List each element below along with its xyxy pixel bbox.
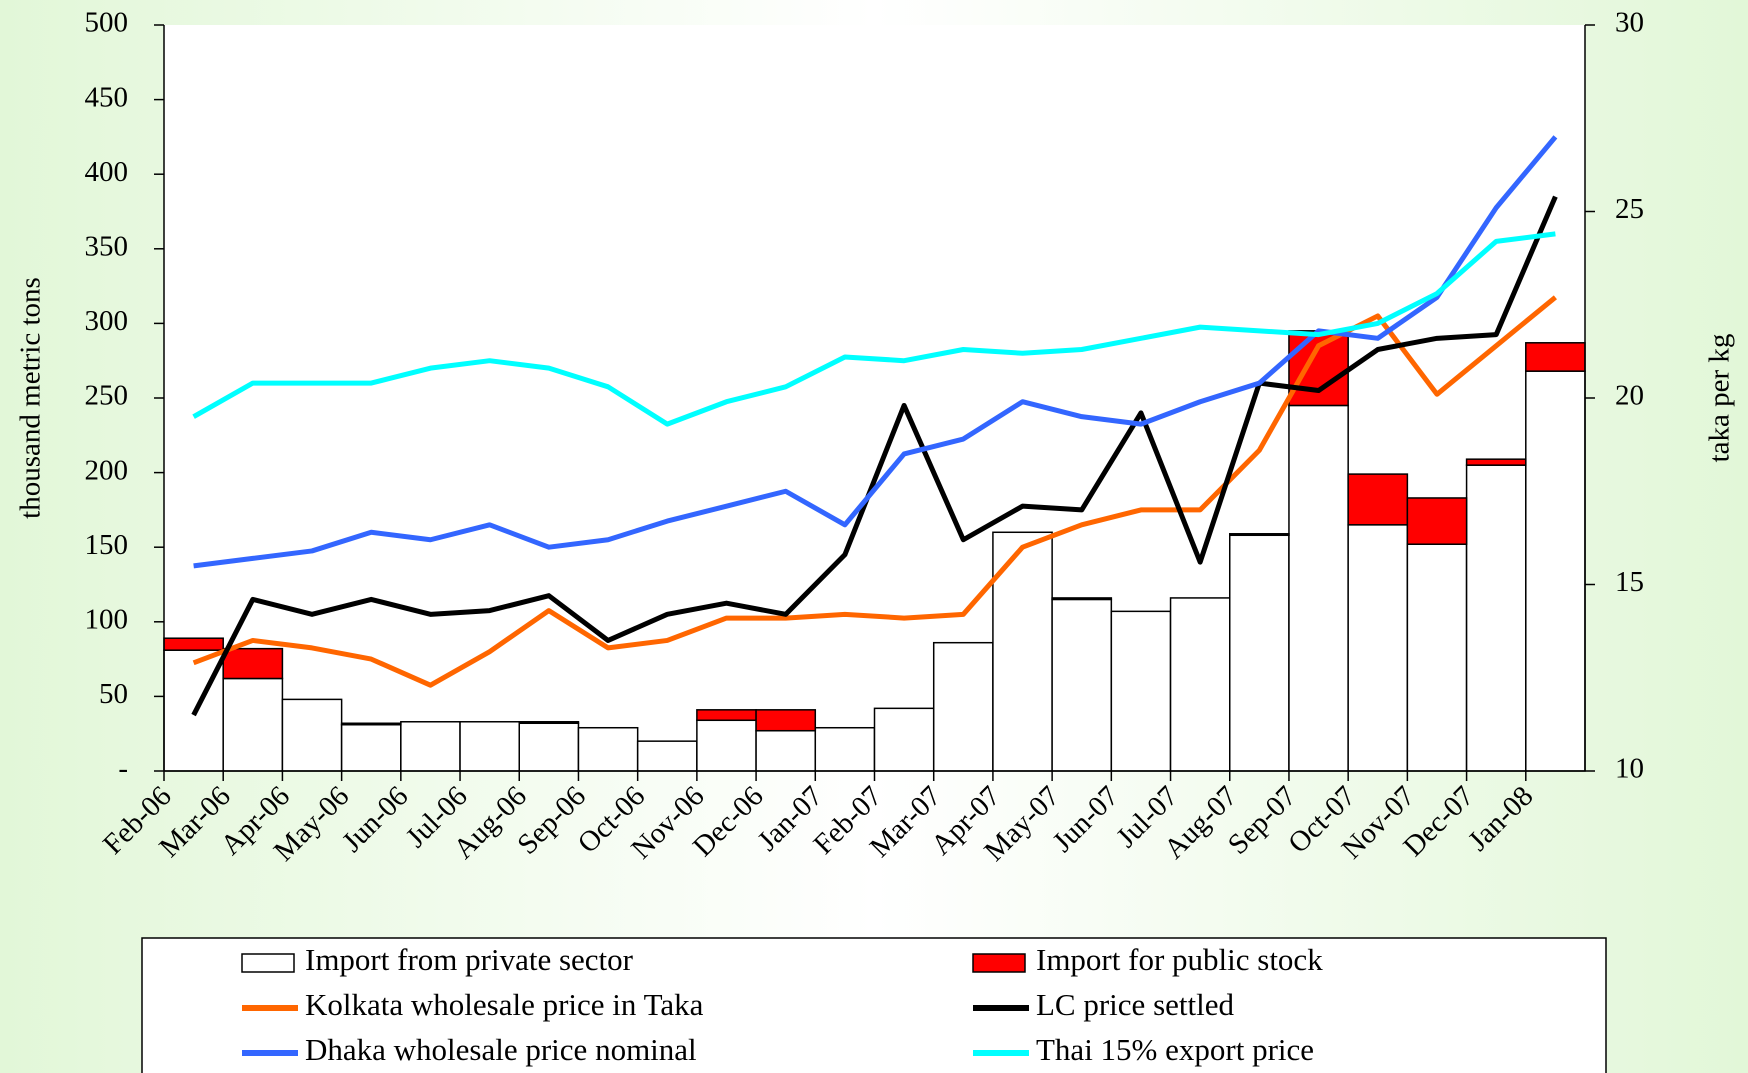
bar bbox=[1229, 534, 1290, 772]
bar bbox=[281, 698, 343, 772]
bar bbox=[340, 722, 402, 726]
y-tick-label: 150 bbox=[85, 529, 129, 561]
y-tick-label: 450 bbox=[85, 81, 129, 113]
y-tick-label: 400 bbox=[85, 156, 129, 188]
y-tick-label: 100 bbox=[85, 603, 129, 635]
line-series bbox=[191, 195, 1558, 717]
bar bbox=[518, 722, 580, 772]
bar bbox=[400, 721, 461, 772]
bar bbox=[1169, 597, 1231, 772]
bar bbox=[1347, 473, 1409, 526]
y-tick-label: 250 bbox=[85, 380, 129, 412]
legend-label: LC price settled bbox=[1036, 987, 1234, 1022]
bar bbox=[1229, 533, 1290, 537]
bar bbox=[1288, 330, 1349, 407]
bar bbox=[932, 641, 994, 772]
bar bbox=[755, 729, 817, 772]
legend-swatch bbox=[972, 953, 1026, 973]
y-tick-label: 350 bbox=[85, 230, 129, 262]
legend-label: Import for public stock bbox=[1036, 942, 1323, 977]
bar bbox=[696, 719, 757, 772]
bar bbox=[163, 637, 224, 651]
line-series bbox=[192, 231, 1556, 427]
bar bbox=[1525, 342, 1586, 372]
bar bbox=[814, 726, 876, 772]
bar bbox=[696, 709, 757, 722]
bar bbox=[873, 707, 935, 772]
legend-label: Kolkata wholesale price in Taka bbox=[305, 987, 704, 1022]
y2-tick-label: 10 bbox=[1615, 753, 1644, 785]
legend-label: Thai 15% export price bbox=[1036, 1032, 1314, 1067]
bar bbox=[1465, 458, 1527, 466]
bar bbox=[1406, 497, 1468, 545]
bar bbox=[340, 723, 402, 772]
legend-swatch bbox=[241, 953, 295, 973]
y-tick-label: 300 bbox=[85, 305, 129, 337]
legend-label: Dhaka wholesale price nominal bbox=[305, 1032, 697, 1067]
y2-axis-title: taka per kg bbox=[1704, 334, 1736, 463]
bar bbox=[1051, 597, 1113, 601]
y2-tick-label: 30 bbox=[1615, 7, 1644, 39]
bar bbox=[222, 647, 284, 680]
y-tick-label: 500 bbox=[85, 7, 129, 39]
bar bbox=[636, 740, 698, 772]
y2-tick-label: 15 bbox=[1615, 566, 1644, 598]
y-tick-label: - bbox=[118, 753, 128, 785]
bar bbox=[459, 721, 520, 772]
bar bbox=[755, 709, 817, 732]
legend bbox=[141, 937, 1607, 1073]
bar bbox=[1406, 543, 1468, 772]
bar bbox=[518, 721, 580, 725]
y-tick-label: 200 bbox=[85, 454, 129, 486]
y2-tick-label: 25 bbox=[1615, 193, 1644, 225]
bar bbox=[1288, 404, 1349, 772]
bar bbox=[1525, 370, 1586, 772]
bar bbox=[1110, 610, 1172, 772]
bar bbox=[222, 677, 284, 772]
line-series bbox=[192, 295, 1557, 688]
y2-tick-label: 20 bbox=[1615, 380, 1644, 412]
y-tick-label: 50 bbox=[99, 678, 128, 710]
legend-label: Import from private sector bbox=[305, 942, 634, 977]
y-axis-title: thousand metric tons bbox=[15, 277, 47, 519]
bar bbox=[1347, 524, 1409, 772]
bar bbox=[577, 726, 639, 772]
bar bbox=[1465, 464, 1527, 772]
bar bbox=[1051, 598, 1113, 772]
